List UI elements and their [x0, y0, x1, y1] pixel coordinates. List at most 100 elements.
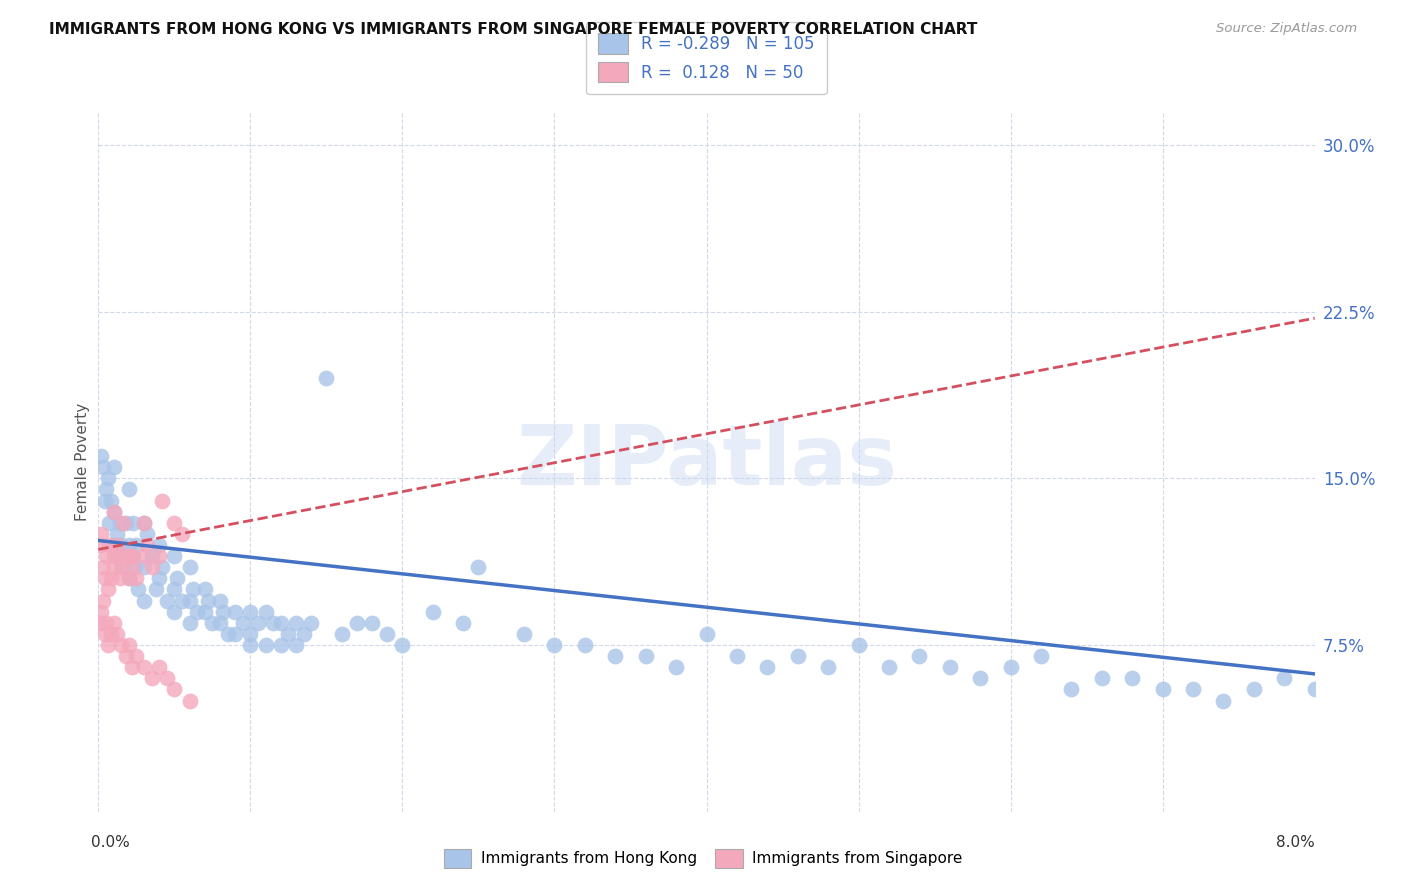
Point — [232, 615, 254, 630]
Point — [605, 649, 627, 664]
Point — [166, 571, 188, 585]
Point — [179, 615, 201, 630]
Text: IMMIGRANTS FROM HONG KONG VS IMMIGRANTS FROM SINGAPORE FEMALE POVERTY CORRELATIO: IMMIGRANTS FROM HONG KONG VS IMMIGRANTS … — [49, 22, 977, 37]
Point — [513, 627, 536, 641]
Point — [361, 615, 384, 630]
Point — [163, 549, 186, 563]
Point — [209, 615, 232, 630]
Point — [665, 660, 688, 674]
Point — [194, 582, 217, 597]
Point — [391, 638, 413, 652]
Point — [141, 560, 163, 574]
Point — [103, 560, 125, 574]
Point — [141, 549, 163, 563]
Point — [125, 649, 148, 664]
Point — [118, 538, 141, 552]
Point — [127, 582, 149, 597]
Point — [163, 516, 186, 530]
Point — [170, 526, 193, 541]
Point — [194, 605, 217, 619]
Point — [150, 560, 173, 574]
Point — [163, 582, 186, 597]
Point — [103, 505, 125, 519]
Point — [315, 371, 337, 385]
Point — [1272, 671, 1295, 685]
Point — [330, 627, 353, 641]
Point — [1303, 682, 1326, 697]
Point — [1152, 682, 1174, 697]
Point — [201, 615, 224, 630]
Point — [148, 538, 170, 552]
Point — [1212, 693, 1234, 707]
Point — [285, 638, 308, 652]
Point — [132, 516, 155, 530]
Point — [121, 660, 143, 674]
Point — [634, 649, 657, 664]
Point — [156, 593, 179, 607]
Y-axis label: Female Poverty: Female Poverty — [75, 402, 90, 521]
Point — [105, 538, 128, 552]
Point — [91, 593, 114, 607]
Point — [156, 671, 179, 685]
Point — [122, 516, 145, 530]
Point — [98, 538, 121, 552]
Point — [247, 615, 270, 630]
Point — [94, 615, 117, 630]
Point — [132, 549, 155, 563]
Point — [124, 560, 146, 574]
Point — [107, 549, 129, 563]
Point — [877, 660, 900, 674]
Point — [96, 471, 118, 485]
Point — [254, 605, 277, 619]
Point — [93, 571, 115, 585]
Point — [100, 627, 122, 641]
Point — [186, 605, 208, 619]
Point — [118, 571, 141, 585]
Point — [145, 582, 167, 597]
Point — [136, 526, 159, 541]
Point — [422, 605, 444, 619]
Point — [110, 638, 132, 652]
Point — [163, 682, 186, 697]
Point — [285, 615, 308, 630]
Point — [132, 660, 155, 674]
Point — [121, 549, 143, 563]
Point — [93, 493, 115, 508]
Point — [103, 505, 125, 519]
Point — [96, 638, 118, 652]
Point — [148, 660, 170, 674]
Point — [125, 571, 148, 585]
Point — [346, 615, 368, 630]
Point — [277, 627, 299, 641]
Point — [212, 605, 235, 619]
Point — [217, 627, 239, 641]
Point — [94, 549, 117, 563]
Point — [817, 660, 839, 674]
Point — [163, 605, 186, 619]
Point — [103, 615, 125, 630]
Point — [254, 638, 277, 652]
Point — [179, 593, 201, 607]
Point — [179, 560, 201, 574]
Point — [89, 538, 111, 552]
Point — [114, 516, 136, 530]
Point — [132, 593, 155, 607]
Point — [114, 649, 136, 664]
Point — [262, 615, 284, 630]
Point — [93, 627, 115, 641]
Point — [103, 460, 125, 475]
Point — [118, 549, 141, 563]
Point — [270, 638, 292, 652]
Point — [756, 660, 779, 674]
Point — [239, 627, 262, 641]
Point — [108, 571, 131, 585]
Legend: R = -0.289   N = 105, R =  0.128   N = 50: R = -0.289 N = 105, R = 0.128 N = 50 — [586, 21, 827, 95]
Point — [136, 538, 159, 552]
Point — [786, 649, 808, 664]
Point — [98, 516, 121, 530]
Point — [1121, 671, 1143, 685]
Text: 0.0%: 0.0% — [91, 836, 131, 850]
Point — [141, 671, 163, 685]
Point — [239, 605, 262, 619]
Point — [100, 571, 122, 585]
